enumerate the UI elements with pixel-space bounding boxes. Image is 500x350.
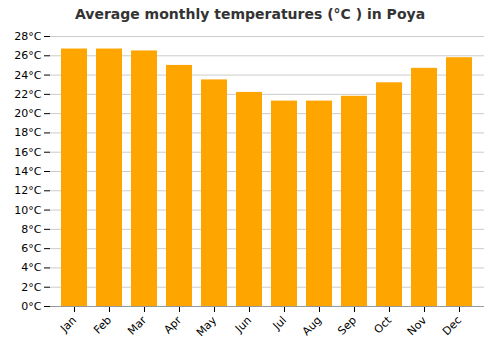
svg-text:6°C: 6°C	[21, 242, 41, 255]
svg-text:26°C: 26°C	[14, 49, 41, 62]
svg-text:May: May	[194, 313, 220, 339]
svg-text:16°C: 16°C	[14, 146, 41, 159]
svg-text:8°C: 8°C	[21, 223, 41, 236]
svg-text:Jul: Jul	[270, 314, 289, 333]
svg-text:12°C: 12°C	[14, 184, 41, 197]
svg-text:10°C: 10°C	[14, 204, 41, 217]
svg-text:14°C: 14°C	[14, 165, 41, 178]
svg-text:Dec: Dec	[440, 314, 464, 338]
svg-text:Apr: Apr	[161, 313, 184, 336]
svg-text:22°C: 22°C	[14, 88, 41, 101]
svg-text:2°C: 2°C	[21, 281, 41, 294]
svg-text:24°C: 24°C	[14, 69, 41, 82]
html-text:Average monthly temperatures (: Average monthly temperatures (°C ) in Po…	[74, 6, 426, 22]
svg-text:Jun: Jun	[232, 314, 254, 336]
svg-text:28°C: 28°C	[14, 30, 41, 43]
svg-text:4°C: 4°C	[21, 261, 41, 274]
svg-text:0°C: 0°C	[21, 300, 41, 313]
svg-text:Oct: Oct	[371, 313, 394, 336]
svg-text:Feb: Feb	[91, 314, 114, 337]
svg-text:Nov: Nov	[405, 313, 430, 338]
svg-text:Mar: Mar	[125, 313, 149, 337]
svg-text:Aug: Aug	[300, 314, 324, 338]
svg-text:Jan: Jan	[57, 314, 79, 336]
svg-text:18°C: 18°C	[14, 126, 41, 139]
svg-text:20°C: 20°C	[14, 107, 41, 120]
svg-text:Sep: Sep	[335, 314, 359, 338]
